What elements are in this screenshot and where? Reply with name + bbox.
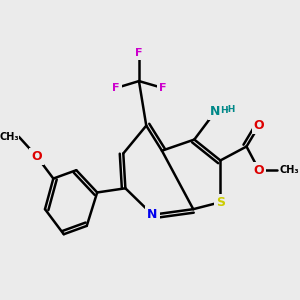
Text: F: F: [135, 48, 143, 58]
Text: CH₃: CH₃: [0, 132, 19, 142]
Text: S: S: [216, 196, 225, 209]
Text: N: N: [210, 105, 220, 118]
Text: CH₃: CH₃: [280, 165, 299, 175]
Text: O: O: [254, 119, 264, 132]
Text: F: F: [112, 83, 120, 93]
Text: O: O: [31, 150, 42, 163]
Text: N: N: [147, 208, 158, 221]
Text: O: O: [254, 164, 264, 177]
Text: -H: -H: [225, 105, 236, 114]
Text: H: H: [220, 106, 227, 116]
Text: F: F: [159, 83, 167, 93]
